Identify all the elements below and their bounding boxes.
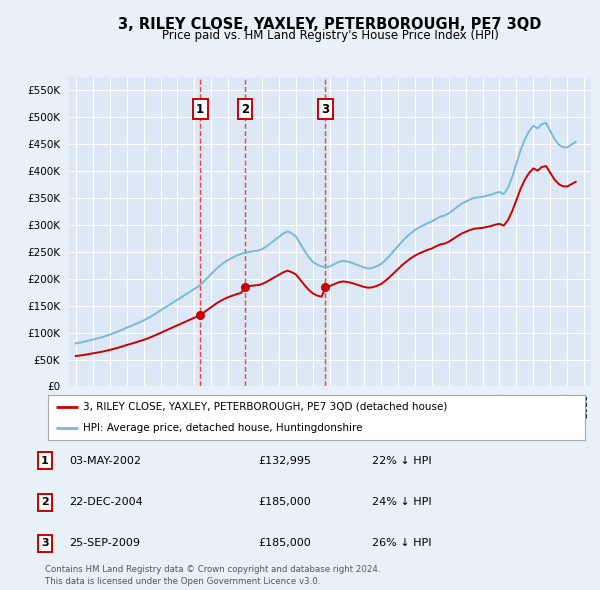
Text: 26% ↓ HPI: 26% ↓ HPI [372, 539, 431, 548]
Text: £185,000: £185,000 [258, 539, 311, 548]
Text: £185,000: £185,000 [258, 497, 311, 507]
Text: 2: 2 [41, 497, 49, 507]
Text: 3: 3 [322, 103, 329, 116]
Text: 1: 1 [41, 456, 49, 466]
Text: 03-MAY-2002: 03-MAY-2002 [69, 456, 141, 466]
Text: 22% ↓ HPI: 22% ↓ HPI [372, 456, 431, 466]
Text: 3, RILEY CLOSE, YAXLEY, PETERBOROUGH, PE7 3QD: 3, RILEY CLOSE, YAXLEY, PETERBOROUGH, PE… [118, 17, 542, 31]
Text: 3, RILEY CLOSE, YAXLEY, PETERBOROUGH, PE7 3QD (detached house): 3, RILEY CLOSE, YAXLEY, PETERBOROUGH, PE… [83, 402, 447, 412]
Text: 1: 1 [196, 103, 204, 116]
Text: £132,995: £132,995 [258, 456, 311, 466]
Text: HPI: Average price, detached house, Huntingdonshire: HPI: Average price, detached house, Hunt… [83, 423, 362, 433]
Text: 22-DEC-2004: 22-DEC-2004 [69, 497, 143, 507]
Text: 25-SEP-2009: 25-SEP-2009 [69, 539, 140, 548]
Text: 3: 3 [41, 539, 49, 548]
Text: Price paid vs. HM Land Registry's House Price Index (HPI): Price paid vs. HM Land Registry's House … [161, 29, 499, 42]
Text: Contains HM Land Registry data © Crown copyright and database right 2024.
This d: Contains HM Land Registry data © Crown c… [45, 565, 380, 586]
Text: 2: 2 [241, 103, 249, 116]
Text: 24% ↓ HPI: 24% ↓ HPI [372, 497, 431, 507]
